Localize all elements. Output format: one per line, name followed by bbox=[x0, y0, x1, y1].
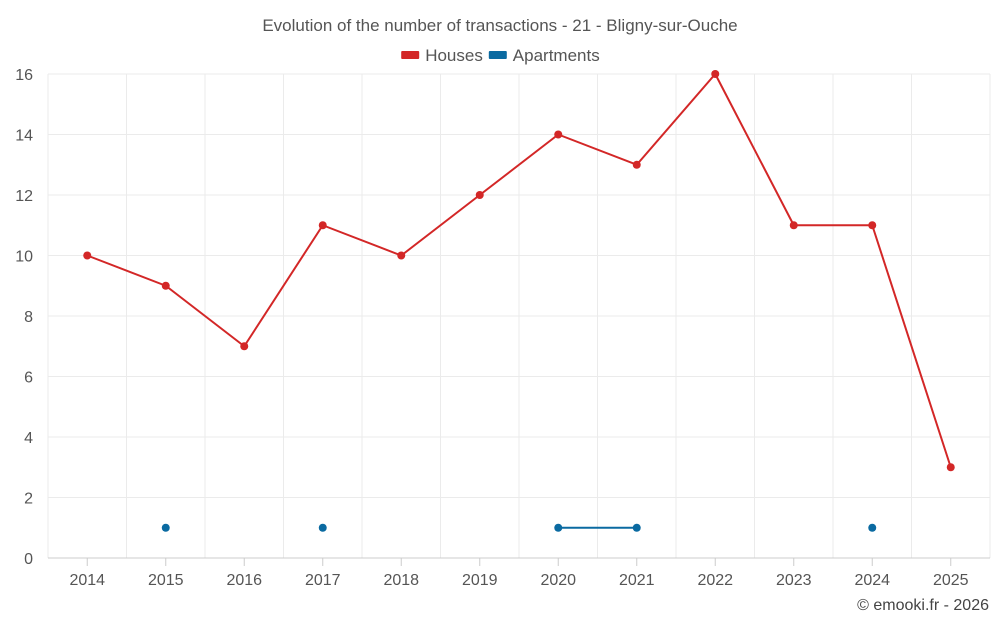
data-point[interactable] bbox=[868, 523, 877, 532]
series-line-segment bbox=[243, 224, 324, 348]
y-tick-label: 12 bbox=[15, 188, 33, 205]
series bbox=[83, 70, 955, 532]
series-line-segment bbox=[871, 224, 952, 469]
series-line-segment bbox=[86, 254, 167, 287]
data-point[interactable] bbox=[161, 281, 170, 290]
y-tick-label: 2 bbox=[24, 491, 33, 508]
y-tick-label: 14 bbox=[15, 128, 33, 145]
series-line-segment bbox=[400, 194, 481, 257]
legend-swatch bbox=[401, 51, 420, 59]
y-tick-label: 4 bbox=[24, 430, 33, 447]
y-tick-label: 16 bbox=[15, 67, 33, 84]
x-tick-label: 2024 bbox=[854, 572, 890, 589]
legend-swatch bbox=[488, 51, 507, 59]
x-tick-label: 2022 bbox=[697, 572, 733, 589]
series-houses bbox=[83, 70, 955, 472]
legend-label: Houses bbox=[425, 46, 483, 65]
data-point[interactable] bbox=[554, 130, 563, 139]
x-tick-label: 2014 bbox=[69, 572, 105, 589]
x-tick-label: 2015 bbox=[148, 572, 184, 589]
chart-title: Evolution of the number of transactions … bbox=[262, 16, 737, 35]
data-point[interactable] bbox=[161, 523, 170, 532]
x-tick-label: 2018 bbox=[383, 572, 419, 589]
x-tick-label: 2025 bbox=[933, 572, 969, 589]
data-point[interactable] bbox=[240, 342, 249, 351]
series-line-segment bbox=[478, 133, 560, 196]
x-tick-label: 2016 bbox=[226, 572, 262, 589]
data-point[interactable] bbox=[946, 463, 955, 472]
y-tick-label: 8 bbox=[24, 309, 33, 326]
y-tick-label: 10 bbox=[15, 249, 33, 266]
x-tick-label: 2021 bbox=[619, 572, 655, 589]
series-line-segment bbox=[714, 73, 795, 227]
series-line-segment bbox=[557, 133, 638, 166]
x-tick-label: 2017 bbox=[305, 572, 341, 589]
series-apartments bbox=[161, 523, 877, 532]
data-point[interactable] bbox=[318, 221, 327, 230]
legend-item-apartments[interactable]: Apartments bbox=[488, 46, 600, 65]
credit-text: © emooki.fr - 2026 bbox=[857, 597, 989, 614]
series-line-segment bbox=[635, 73, 717, 166]
legend-item-houses[interactable]: Houses bbox=[401, 46, 483, 65]
data-point[interactable] bbox=[318, 523, 327, 532]
x-tick-label: 2019 bbox=[462, 572, 498, 589]
legend: Houses Apartments bbox=[401, 46, 600, 65]
series-line-segment bbox=[164, 284, 246, 348]
x-tick-label: 2023 bbox=[776, 572, 812, 589]
x-tick-label: 2020 bbox=[540, 572, 576, 589]
y-tick-label: 0 bbox=[24, 551, 33, 568]
data-point[interactable] bbox=[868, 221, 877, 230]
data-point[interactable] bbox=[789, 221, 798, 230]
grid bbox=[47, 73, 991, 559]
legend-label: Apartments bbox=[513, 46, 600, 65]
series-line-segment bbox=[321, 224, 403, 257]
data-point[interactable] bbox=[554, 523, 563, 532]
data-point[interactable] bbox=[397, 251, 406, 260]
axes: 0 2 4 6 8 10 12 14 16 2014 2015 2016 2017 2018 2019 202… bbox=[15, 67, 990, 589]
data-point[interactable] bbox=[711, 70, 720, 78]
data-point[interactable] bbox=[632, 523, 641, 532]
data-point[interactable] bbox=[632, 160, 641, 169]
y-tick-label: 6 bbox=[24, 370, 33, 387]
data-point[interactable] bbox=[83, 251, 92, 260]
data-point[interactable] bbox=[475, 191, 484, 199]
